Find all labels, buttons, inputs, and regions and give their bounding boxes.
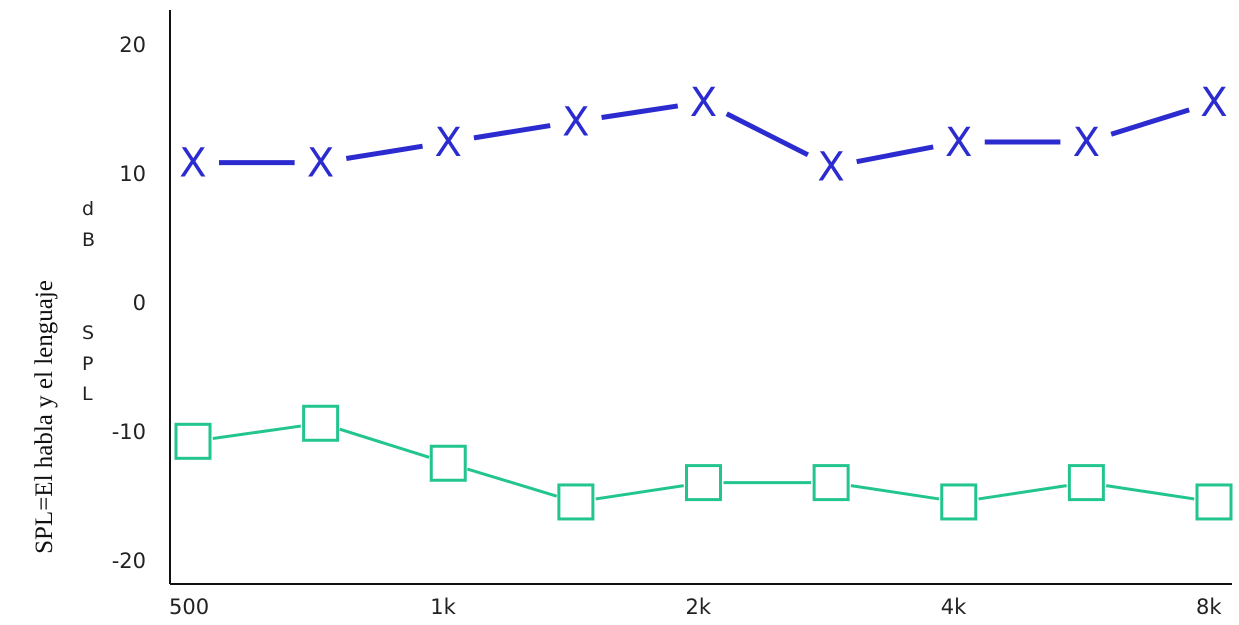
- series-line-segment: [1110, 107, 1190, 137]
- series-layer: X X X X X X X X X: [174, 80, 1233, 521]
- side-caption: SPL=El habla y el lenguaje: [31, 280, 58, 554]
- data-point-square-marker: [1067, 464, 1105, 502]
- series-line-segment: [601, 103, 679, 120]
- y-axis-label: dB SPL: [82, 198, 95, 405]
- data-point-x-marker: X: [1200, 80, 1227, 126]
- data-point-x-marker: X: [307, 141, 334, 187]
- x-tick-label: 4k: [941, 595, 967, 619]
- y-tick-label: 10: [119, 162, 146, 186]
- series-line-segment: [856, 144, 934, 165]
- x-tick-labels: 500 1k 2k 4k 8k: [169, 595, 1222, 619]
- x-tick-label: 8k: [1196, 595, 1222, 619]
- series-2: [174, 404, 1233, 521]
- y-tick-label: -10: [112, 420, 146, 444]
- data-point-x-marker: X: [435, 120, 462, 166]
- series-line-segment: [595, 484, 684, 501]
- series-line-segment: [473, 123, 551, 141]
- x-tick-label: 1k: [430, 595, 456, 619]
- data-point-x-marker: X: [690, 80, 717, 126]
- data-point-x-marker: X: [945, 120, 972, 166]
- data-point-square-marker: [1195, 483, 1233, 521]
- data-point-x-marker: X: [817, 145, 844, 191]
- data-point-square-marker: [302, 404, 340, 442]
- data-point-square-marker: [812, 464, 850, 502]
- y-axis-letter: L: [82, 383, 93, 405]
- data-point-square-marker: [940, 483, 978, 521]
- x-tick-label: 2k: [686, 595, 712, 619]
- x-tick-label: 500: [169, 595, 209, 619]
- data-point-square-marker: [174, 422, 212, 460]
- y-tick-label: -20: [112, 549, 146, 573]
- series-line-segment: [212, 424, 302, 441]
- y-axis-letter: S: [82, 322, 94, 344]
- series-line-segment: [725, 111, 810, 158]
- data-point-x-marker: X: [1073, 120, 1100, 166]
- series-line-segment: [978, 484, 1067, 501]
- series-line-segment: [466, 467, 558, 498]
- series-1: X X X X X X X X X: [179, 80, 1227, 191]
- series-line-segment: [1105, 484, 1195, 501]
- data-point-square-marker: [557, 483, 595, 521]
- y-axis-letter: d: [82, 198, 94, 220]
- data-point-square-marker: [685, 464, 722, 502]
- y-axis-letter: B: [82, 229, 95, 251]
- series-line-segment: [339, 427, 430, 459]
- data-point-x-marker: X: [562, 99, 589, 145]
- series-line-segment: [345, 143, 423, 161]
- data-point-square-marker: [429, 444, 467, 482]
- data-point-x-marker: X: [179, 141, 206, 187]
- y-tick-labels: 20 10 0 -10 -20: [112, 33, 146, 573]
- series-line-segment: [850, 484, 940, 501]
- y-axis-letter: P: [82, 353, 93, 375]
- y-tick-label: 20: [119, 33, 146, 57]
- y-tick-label: 0: [133, 291, 146, 315]
